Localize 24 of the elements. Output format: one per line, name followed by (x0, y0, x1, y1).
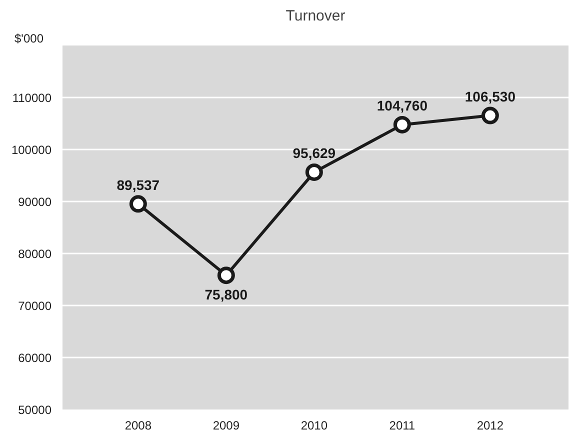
y-tick-label: 100000 (11, 143, 52, 157)
data-label: 106,530 (464, 88, 516, 105)
data-label: 89,537 (116, 176, 160, 193)
data-label: 95,629 (292, 145, 336, 162)
y-tick-label: 60000 (18, 351, 52, 365)
data-label: 75,800 (204, 286, 248, 302)
point (481, 106, 499, 124)
x-tick-label: 2010 (300, 418, 328, 432)
y-tick-label: 90000 (18, 195, 52, 209)
x-tick-label: 2011 (389, 418, 416, 432)
point (305, 163, 323, 181)
y-tick-label: 50000 (18, 403, 52, 417)
x-tick-label: 2012 (476, 418, 504, 432)
y-tick-label: 80000 (18, 247, 52, 261)
point (129, 195, 147, 213)
point (217, 266, 235, 284)
chart-title: Turnover (286, 8, 346, 24)
x-tick-label: 2009 (212, 418, 240, 432)
y-axis-title: $'000 (14, 32, 44, 46)
x-tick-label: 2008 (124, 418, 152, 432)
point (393, 116, 411, 134)
data-label: 104,760 (376, 98, 428, 114)
y-tick-label: 70000 (18, 299, 52, 313)
y-tick-label: 110000 (12, 91, 52, 105)
